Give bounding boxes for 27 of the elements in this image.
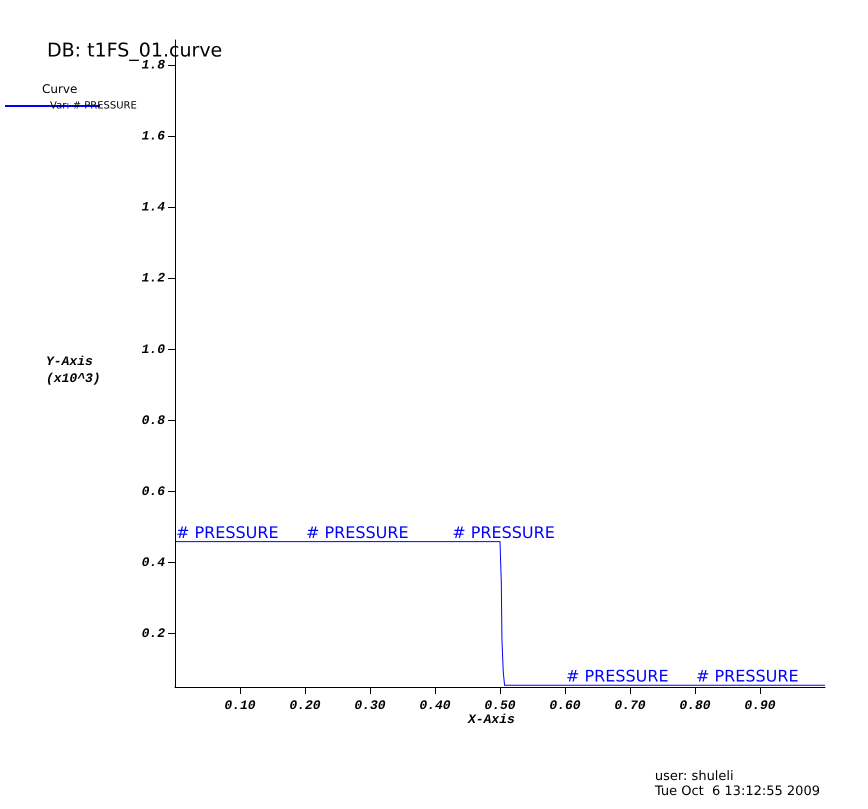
- annotation: # PRESSURE: [566, 666, 669, 686]
- annotation: # PRESSURE: [696, 666, 799, 686]
- x-tick-label: 0.70: [614, 698, 646, 713]
- annotation: # PRESSURE: [306, 523, 409, 542]
- y-tick-label: 1.2: [142, 270, 166, 286]
- x-tick-label: 0.80: [679, 698, 711, 713]
- y-tick-label: 1.0: [142, 342, 166, 357]
- y-tick-label: 1.6: [142, 128, 166, 144]
- x-tick-label: 0.20: [289, 698, 321, 713]
- x-tick-label: 0.60: [549, 698, 581, 713]
- annotation: # PRESSURE: [452, 523, 555, 542]
- text: user: shuleli Tue Oct 6 13:12:55 2009: [654, 769, 820, 799]
- x-tick-label: 0.90: [744, 698, 776, 713]
- x-tick-label: 0.50: [484, 698, 516, 713]
- y-tick-label: 0.4: [142, 555, 166, 570]
- y-tick-label: 1.8: [142, 57, 166, 72]
- x-tick-label: 0.40: [419, 698, 451, 713]
- x-tick-label: 0.10: [224, 698, 256, 713]
- x-axis-title: X-Axis: [467, 712, 516, 727]
- annotation: # PRESSURE: [176, 523, 279, 542]
- y-axis-title: Y-Axis (x10^3): [46, 354, 101, 386]
- y-tick-label: 0.6: [142, 484, 166, 499]
- y-tick-label: 0.2: [142, 626, 166, 642]
- y-tick-label: 0.8: [142, 412, 166, 428]
- legend-title: Curve: [42, 82, 78, 96]
- y-tick-label: 1.4: [142, 200, 166, 215]
- x-tick-label: 0.30: [354, 698, 386, 713]
